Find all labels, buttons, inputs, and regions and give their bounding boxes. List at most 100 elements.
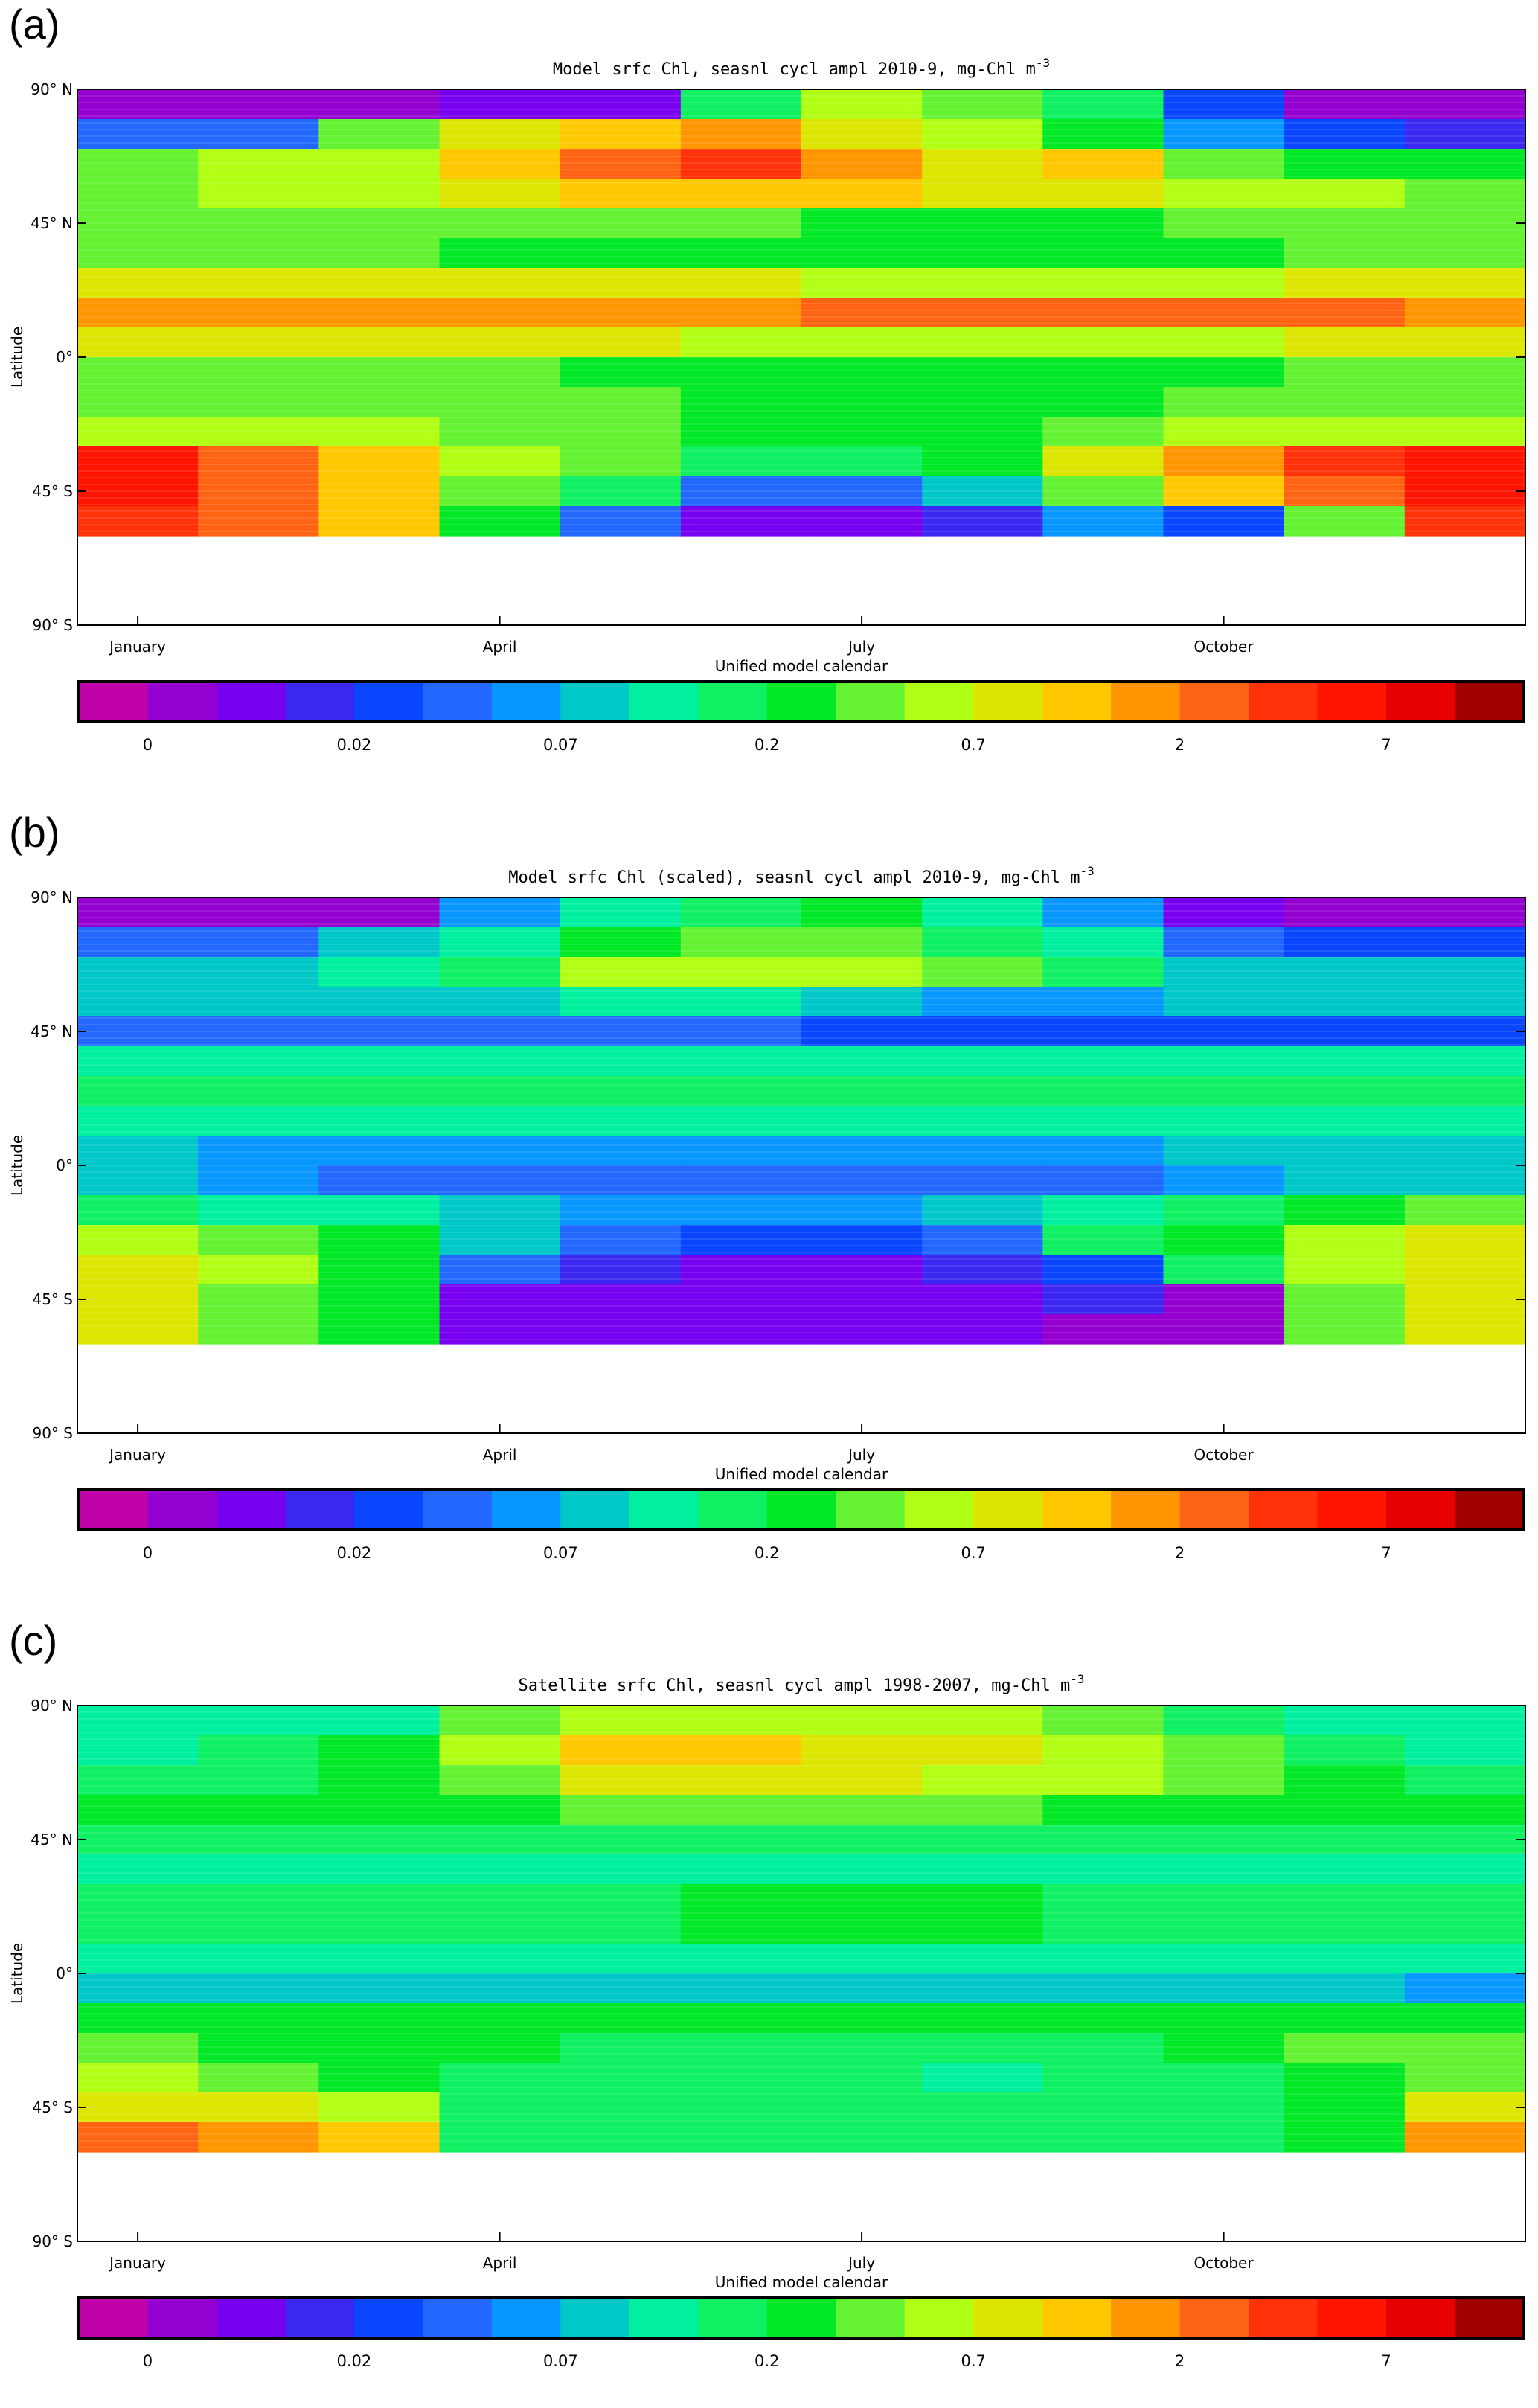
y-tick-label: 90° S xyxy=(32,616,73,634)
colorbar-tick-label: 0.02 xyxy=(337,2352,372,2370)
heatmap-cell xyxy=(77,1195,199,1226)
heatmap-cell xyxy=(198,1795,319,1825)
heatmap-cell xyxy=(77,238,199,269)
heatmap-cell xyxy=(318,1225,440,1255)
heatmap-cell xyxy=(680,987,802,1017)
heatmap-cell xyxy=(922,2003,1043,2034)
panel-label: (c) xyxy=(9,1617,58,1664)
heatmap-cell xyxy=(922,1284,1043,1315)
heatmap-cell xyxy=(1042,268,1164,298)
heatmap-cell xyxy=(560,1195,682,1226)
heatmap-cell xyxy=(1284,1136,1406,1166)
heatmap-cell xyxy=(77,387,199,417)
heatmap-cell xyxy=(1284,268,1406,298)
y-tick-label: 90° N xyxy=(31,888,73,906)
heatmap-cell xyxy=(1404,2003,1526,2034)
colorbar-swatch xyxy=(698,1490,768,1530)
heatmap-cell xyxy=(1404,2092,1526,2123)
chart-panel-c: (c) Satellite srfc Chl, seasnl cycl ampl… xyxy=(0,1616,1538,2408)
heatmap-cell xyxy=(439,957,561,987)
heatmap-cell xyxy=(1404,1735,1526,1766)
heatmap-cell xyxy=(1404,2063,1526,2093)
heatmap-cell xyxy=(318,357,440,388)
heatmap-cell xyxy=(680,1825,802,1855)
heatmap-cell xyxy=(922,1255,1043,1285)
heatmap-cell xyxy=(439,1765,561,1796)
heatmap-cell xyxy=(439,208,561,239)
heatmap-cell xyxy=(1404,208,1526,239)
heatmap-cell xyxy=(77,298,199,328)
heatmap-cell xyxy=(1042,1735,1164,1766)
heatmap-cell xyxy=(680,1225,802,1255)
heatmap-cell xyxy=(1163,298,1285,328)
heatmap-cell xyxy=(1284,1706,1406,1736)
heatmap-cell xyxy=(1284,476,1406,507)
heatmap-cell xyxy=(801,1914,923,1944)
colorbar-swatch xyxy=(904,682,974,722)
heatmap-cell xyxy=(198,238,319,269)
heatmap-cell xyxy=(1284,1884,1406,1915)
heatmap-cell xyxy=(1404,1825,1526,1855)
heatmap-cell xyxy=(1404,1314,1526,1345)
heatmap-cell xyxy=(318,1255,440,1285)
heatmap-cell xyxy=(801,1284,923,1315)
heatmap-cell xyxy=(801,1195,923,1226)
heatmap-cell xyxy=(801,2003,923,2034)
heatmap-cell xyxy=(1163,897,1285,928)
heatmap-cell xyxy=(1404,179,1526,209)
heatmap-cell xyxy=(1042,1314,1164,1345)
heatmap-cell xyxy=(1163,1884,1285,1915)
heatmap-cell xyxy=(1284,2063,1406,2093)
heatmap-cell xyxy=(198,1255,319,1285)
heatmap-cell xyxy=(439,2122,561,2153)
heatmap-cell xyxy=(439,1076,561,1107)
heatmap-cell xyxy=(439,179,561,209)
heatmap-cell xyxy=(801,268,923,298)
heatmap-cell xyxy=(560,897,682,928)
y-tick-label: 90° S xyxy=(32,2232,73,2250)
heatmap-cell xyxy=(1404,446,1526,477)
heatmap-cell xyxy=(318,417,440,447)
heatmap-cell xyxy=(680,1973,802,2004)
heatmap-cell xyxy=(439,89,561,120)
heatmap-cell xyxy=(1404,1914,1526,1944)
heatmap-cell xyxy=(560,2092,682,2123)
heatmap-cell xyxy=(318,2063,440,2093)
heatmap-cell xyxy=(560,1106,682,1136)
heatmap-cell xyxy=(77,1825,199,1855)
heatmap-cell xyxy=(801,1884,923,1915)
heatmap-cell xyxy=(1163,1795,1285,1825)
heatmap-cell xyxy=(77,1255,199,1285)
heatmap-cell xyxy=(560,1854,682,1885)
heatmap-cell xyxy=(318,119,440,150)
heatmap-cell xyxy=(560,1795,682,1825)
heatmap-cell xyxy=(922,387,1043,417)
heatmap-cell xyxy=(318,1795,440,1825)
heatmap-cell xyxy=(560,179,682,209)
heatmap-cell xyxy=(1404,327,1526,358)
colorbar-tick-label: 0.07 xyxy=(543,736,578,754)
heatmap-cell xyxy=(1284,1795,1406,1825)
heatmap-cell xyxy=(1042,1854,1164,1885)
heatmap-cell xyxy=(801,1076,923,1107)
heatmap-cell xyxy=(77,1076,199,1107)
heatmap-cell xyxy=(439,897,561,928)
heatmap-cell xyxy=(1163,1016,1285,1047)
heatmap-cell xyxy=(680,476,802,507)
heatmap-cell xyxy=(318,1973,440,2004)
heatmap-cell xyxy=(1404,1165,1526,1196)
heatmap-cell xyxy=(439,119,561,150)
heatmap-cell xyxy=(922,1765,1043,1796)
heatmap-cell xyxy=(1163,2122,1285,2153)
heatmap-cell xyxy=(198,1914,319,1944)
heatmap-cell xyxy=(439,2063,561,2093)
heatmap-cell xyxy=(1042,2003,1164,2034)
heatmap-cell xyxy=(1163,1825,1285,1855)
heatmap-cell xyxy=(922,1046,1043,1077)
x-axis-label: Unified model calendar xyxy=(715,2273,888,2291)
heatmap-cell xyxy=(318,149,440,179)
colorbar-tick-label: 0 xyxy=(143,736,153,754)
heatmap-cell xyxy=(680,2003,802,2034)
y-tick-label: 45° S xyxy=(32,2098,73,2116)
colorbar-swatch xyxy=(1249,2298,1318,2338)
